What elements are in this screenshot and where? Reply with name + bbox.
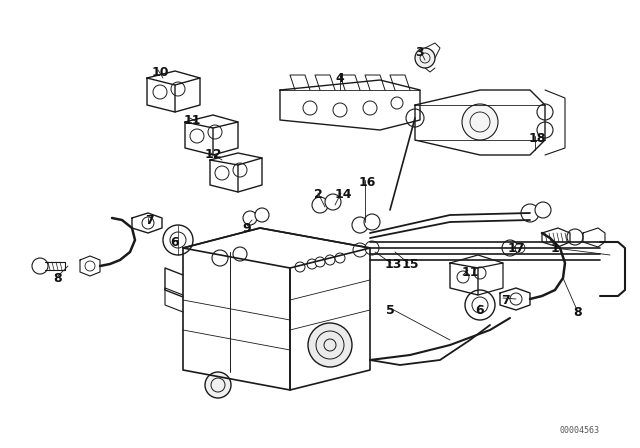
Circle shape: [308, 323, 352, 367]
Circle shape: [415, 48, 435, 68]
Circle shape: [190, 129, 204, 143]
Text: 5: 5: [386, 303, 394, 316]
Text: 18: 18: [528, 132, 546, 145]
Circle shape: [567, 229, 583, 245]
Circle shape: [233, 247, 247, 261]
Circle shape: [233, 163, 247, 177]
Circle shape: [303, 101, 317, 115]
Circle shape: [295, 262, 305, 272]
Text: 13: 13: [384, 258, 402, 271]
Circle shape: [391, 97, 403, 109]
Text: 00004563: 00004563: [560, 426, 600, 435]
Circle shape: [205, 372, 231, 398]
Text: 1: 1: [550, 241, 559, 254]
Circle shape: [312, 197, 328, 213]
Circle shape: [406, 109, 424, 127]
Text: 6: 6: [476, 303, 484, 316]
Circle shape: [465, 290, 495, 320]
Circle shape: [325, 255, 335, 265]
Circle shape: [365, 241, 379, 255]
Text: 12: 12: [204, 148, 221, 161]
Text: 7: 7: [500, 293, 509, 306]
Text: 8: 8: [573, 306, 582, 319]
Text: 7: 7: [146, 214, 154, 227]
Circle shape: [315, 257, 325, 267]
Circle shape: [364, 214, 380, 230]
Circle shape: [153, 85, 167, 99]
Text: 6: 6: [171, 236, 179, 249]
Text: 11: 11: [183, 113, 201, 126]
Text: 17: 17: [508, 241, 525, 254]
Circle shape: [515, 243, 525, 253]
Circle shape: [537, 104, 553, 120]
Circle shape: [212, 250, 228, 266]
Text: 16: 16: [358, 176, 376, 189]
Circle shape: [535, 202, 551, 218]
Circle shape: [353, 243, 367, 257]
Circle shape: [521, 204, 539, 222]
Circle shape: [537, 122, 553, 138]
Circle shape: [255, 208, 269, 222]
Circle shape: [333, 103, 347, 117]
Text: 15: 15: [401, 258, 419, 271]
Circle shape: [163, 225, 193, 255]
Circle shape: [32, 258, 48, 274]
Text: 11: 11: [461, 266, 479, 279]
Circle shape: [142, 217, 154, 229]
Circle shape: [171, 82, 185, 96]
Circle shape: [243, 211, 257, 225]
Text: 2: 2: [314, 189, 323, 202]
Circle shape: [457, 271, 469, 283]
Circle shape: [335, 253, 345, 263]
Text: 4: 4: [335, 72, 344, 85]
Circle shape: [462, 104, 498, 140]
Text: 9: 9: [243, 221, 252, 234]
Text: 8: 8: [54, 271, 62, 284]
Circle shape: [215, 166, 229, 180]
Circle shape: [325, 194, 341, 210]
Circle shape: [352, 217, 368, 233]
Circle shape: [208, 125, 222, 139]
Circle shape: [510, 293, 522, 305]
Circle shape: [502, 240, 518, 256]
Circle shape: [474, 267, 486, 279]
Circle shape: [307, 259, 317, 269]
Text: 14: 14: [334, 189, 352, 202]
Text: 10: 10: [151, 65, 169, 78]
Circle shape: [363, 101, 377, 115]
Text: 3: 3: [416, 47, 424, 60]
